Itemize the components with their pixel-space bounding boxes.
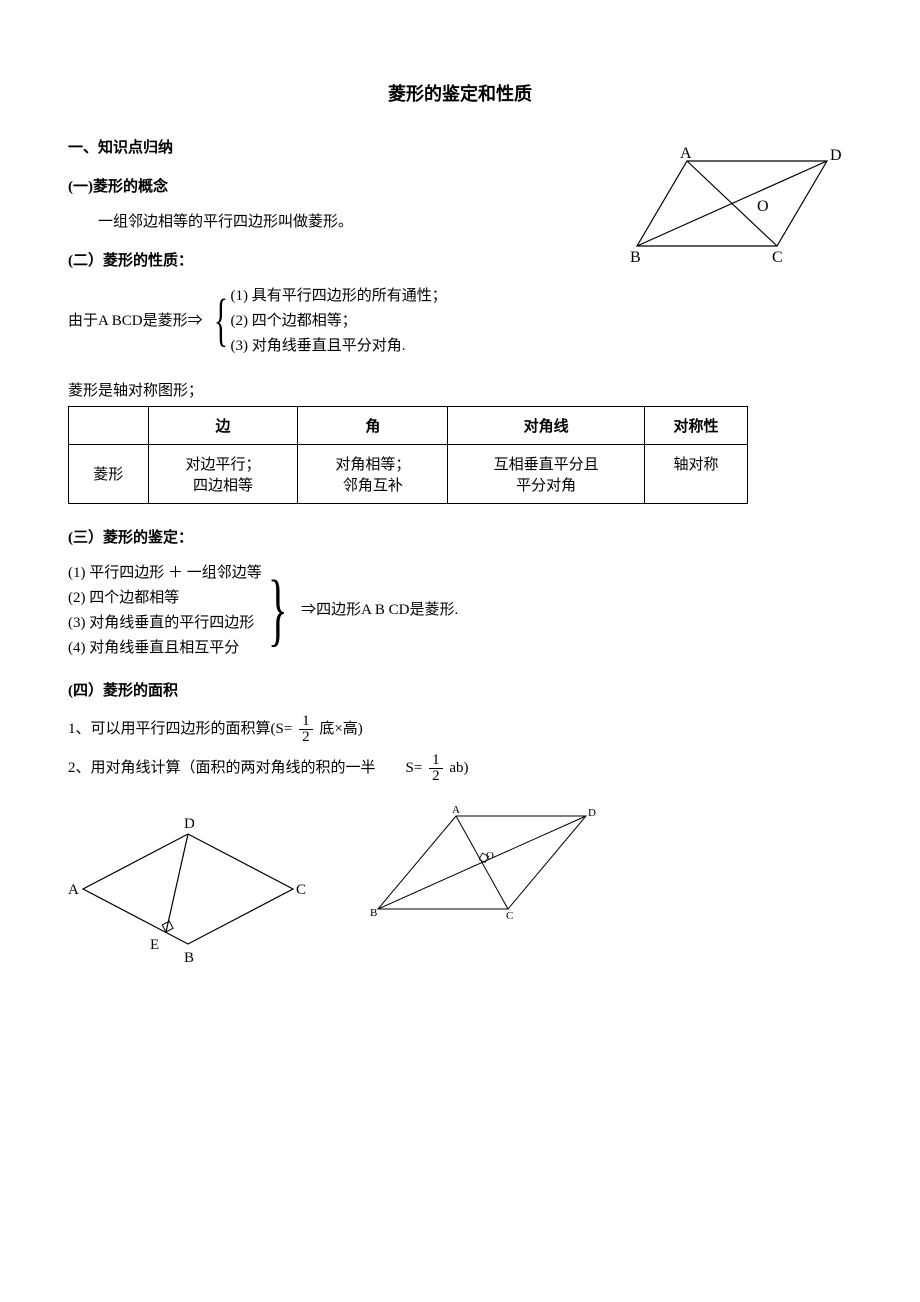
symmetry-note: 菱形是轴对称图形； bbox=[68, 377, 852, 406]
prop-item-3: (3) 对角线垂直且平分对角. bbox=[230, 334, 446, 355]
judge-item-2: (2) 四个边都相等 bbox=[68, 586, 262, 607]
cell-edge: 对边平行； 四边相等 bbox=[148, 444, 298, 503]
table-header-row: 边 角 对角线 对称性 bbox=[69, 406, 748, 444]
label-b: B bbox=[630, 249, 641, 266]
prop-item-2: (2) 四个边都相等； bbox=[230, 309, 446, 330]
svg-text:E: E bbox=[150, 937, 159, 953]
label-a: A bbox=[680, 146, 692, 162]
judge-item-4: (4) 对角线垂直且相互平分 bbox=[68, 636, 262, 657]
svg-text:B: B bbox=[184, 950, 194, 966]
cell-angle: 对角相等； 邻角互补 bbox=[298, 444, 448, 503]
properties-prefix: 由于A BCD是菱形⇒ bbox=[68, 309, 203, 330]
svg-text:D: D bbox=[184, 816, 195, 832]
th-angle: 角 bbox=[298, 406, 448, 444]
th-diag: 对角线 bbox=[448, 406, 645, 444]
label-o: O bbox=[757, 198, 769, 215]
svg-text:A: A bbox=[452, 804, 460, 816]
prop-item-1: (1) 具有平行四边形的所有通性； bbox=[230, 284, 446, 305]
label-c: C bbox=[772, 249, 783, 266]
cell-sym: 轴对称 bbox=[644, 444, 747, 503]
rhombus-diagram-1: A D B C O bbox=[622, 146, 852, 266]
th-edge: 边 bbox=[148, 406, 298, 444]
section-4-heading: (四）菱形的面积 bbox=[68, 679, 852, 700]
section-1a-text: 一组邻边相等的平行四边形叫做菱形。 bbox=[68, 210, 602, 231]
svg-text:D: D bbox=[588, 807, 596, 819]
section-2-heading: (二）菱形的性质： bbox=[68, 249, 602, 270]
judge-conclusion: ⇒四边形A B CD是菱形. bbox=[301, 598, 458, 619]
svg-text:C: C bbox=[296, 882, 306, 898]
page-title: 菱形的鉴定和性质 bbox=[68, 80, 852, 106]
svg-text:C: C bbox=[506, 910, 513, 922]
section-1a-heading: (一)菱形的概念 bbox=[68, 175, 602, 196]
th-sym: 对称性 bbox=[644, 406, 747, 444]
properties-table: 边 角 对角线 对称性 菱形 对边平行； 四边相等 对角相等； 邻角互补 互相垂… bbox=[68, 406, 748, 504]
brace-left-icon: { bbox=[214, 290, 228, 350]
rhombus-diagram-left: A B C D E bbox=[68, 804, 308, 974]
brace-right-icon: } bbox=[268, 568, 288, 650]
svg-text:O: O bbox=[486, 850, 494, 862]
judgment-block: (1) 平行四边形 ＋ 一组邻边等 (2) 四个边都相等 (3) 对角线垂直的平… bbox=[68, 561, 852, 657]
label-d: D bbox=[830, 147, 842, 164]
cell-diag: 互相垂直平分且 平分对角 bbox=[448, 444, 645, 503]
section-3-heading: (三）菱形的鉴定： bbox=[68, 526, 852, 547]
rhombus-diagram-right: A D B C O bbox=[368, 804, 608, 934]
table-row: 菱形 对边平行； 四边相等 对角相等； 邻角互补 互相垂直平分且 平分对角 轴对… bbox=[69, 444, 748, 503]
row-label: 菱形 bbox=[69, 444, 149, 503]
svg-text:A: A bbox=[68, 882, 79, 898]
judge-item-1: (1) 平行四边形 ＋ 一组邻边等 bbox=[68, 561, 262, 582]
area-formula-2: 2、用对角线计算（面积的两对角线的积的一半 S= 12 ab) bbox=[68, 753, 852, 784]
svg-text:B: B bbox=[370, 907, 377, 919]
th-blank bbox=[69, 406, 149, 444]
properties-block: 由于A BCD是菱形⇒ { (1) 具有平行四边形的所有通性； (2) 四个边都… bbox=[68, 284, 852, 355]
judge-item-3: (3) 对角线垂直的平行四边形 bbox=[68, 611, 262, 632]
section-1-heading: 一、知识点归纳 bbox=[68, 136, 602, 157]
area-formula-1: 1、可以用平行四边形的面积算(S= 12 底×高) bbox=[68, 714, 852, 745]
